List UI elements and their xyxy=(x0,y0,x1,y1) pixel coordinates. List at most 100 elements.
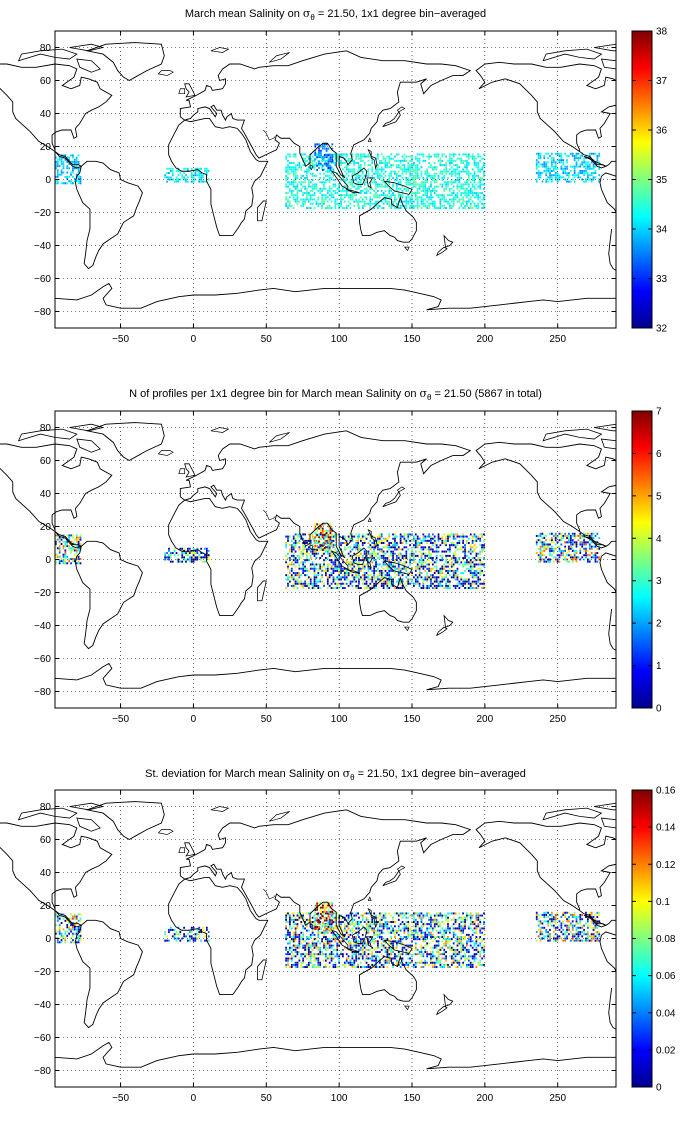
data-cell xyxy=(178,174,180,176)
data-cell xyxy=(298,164,300,166)
data-cell xyxy=(174,554,176,556)
data-cell xyxy=(70,549,72,551)
data-cell xyxy=(352,181,354,183)
data-cell xyxy=(289,917,291,919)
colorbar-tick-label: 35 xyxy=(656,175,668,186)
data-cell xyxy=(464,551,466,553)
data-cell xyxy=(64,543,66,545)
data-cell xyxy=(481,177,483,179)
data-cell xyxy=(426,536,428,538)
data-cell xyxy=(293,166,295,168)
data-cell xyxy=(336,203,338,205)
data-cell xyxy=(325,936,327,938)
data-cell xyxy=(352,927,354,929)
data-cell xyxy=(321,205,323,207)
data-cell xyxy=(555,533,557,535)
data-cell xyxy=(300,177,302,179)
data-cell xyxy=(426,194,428,196)
data-cell xyxy=(451,188,453,190)
data-cell xyxy=(568,537,570,539)
data-cell xyxy=(404,568,406,570)
data-cell xyxy=(185,559,187,561)
data-cell xyxy=(392,553,394,555)
data-cell xyxy=(327,192,329,194)
data-cell xyxy=(304,160,306,162)
data-cell xyxy=(297,203,299,205)
data-cell xyxy=(434,538,436,540)
data-cell xyxy=(424,198,426,200)
data-cell xyxy=(462,188,464,190)
data-cell xyxy=(344,966,346,968)
data-cell xyxy=(400,553,402,555)
data-cell xyxy=(460,578,462,580)
data-cell xyxy=(355,557,357,559)
data-cell xyxy=(327,957,329,959)
data-cell xyxy=(362,173,364,175)
data-cell xyxy=(295,930,297,932)
data-cell xyxy=(330,902,332,904)
data-cell xyxy=(464,563,466,565)
colorbar-tick-label: 5 xyxy=(656,491,662,502)
data-cell xyxy=(415,158,417,160)
data-cell xyxy=(472,177,474,179)
data-cell xyxy=(545,168,547,170)
data-cell xyxy=(430,536,432,538)
data-cell xyxy=(300,568,302,570)
data-cell xyxy=(297,572,299,574)
data-cell xyxy=(430,557,432,559)
data-cell xyxy=(358,578,360,580)
data-cell xyxy=(176,181,178,183)
data-cell xyxy=(587,174,589,176)
data-cell xyxy=(407,203,409,205)
data-cell xyxy=(578,153,580,155)
data-cell xyxy=(379,162,381,164)
data-cell xyxy=(443,578,445,580)
data-cell xyxy=(481,546,483,548)
data-cell xyxy=(383,568,385,570)
data-cell xyxy=(328,541,330,543)
data-cell xyxy=(170,927,172,929)
data-cell xyxy=(298,945,300,947)
data-cell xyxy=(390,553,392,555)
data-cell xyxy=(479,574,481,576)
data-cell xyxy=(377,568,379,570)
data-cell xyxy=(551,539,553,541)
data-cell xyxy=(402,190,404,192)
data-cell xyxy=(457,166,459,168)
data-cell xyxy=(346,561,348,563)
data-cell xyxy=(574,550,576,552)
data-cell xyxy=(441,568,443,570)
data-cell xyxy=(319,173,321,175)
data-cell xyxy=(479,171,481,173)
data-cell xyxy=(453,553,455,555)
data-cell xyxy=(383,168,385,170)
data-cell xyxy=(472,201,474,203)
data-cell xyxy=(295,153,297,155)
data-cell xyxy=(295,533,297,535)
data-cell xyxy=(295,927,297,929)
data-cell xyxy=(329,966,331,968)
data-cell xyxy=(474,587,476,589)
data-cell xyxy=(295,168,297,170)
data-cell xyxy=(396,555,398,557)
data-cell xyxy=(413,546,415,548)
data-cell xyxy=(481,548,483,550)
data-cell xyxy=(405,555,407,557)
data-cell xyxy=(308,533,310,535)
data-cell xyxy=(400,540,402,542)
data-cell xyxy=(547,181,549,183)
data-cell xyxy=(383,553,385,555)
data-cell xyxy=(297,966,299,968)
data-cell xyxy=(285,166,287,168)
data-cell xyxy=(426,201,428,203)
data-cell xyxy=(383,585,385,587)
data-cell xyxy=(381,536,383,538)
data-cell xyxy=(455,576,457,578)
data-cell xyxy=(392,542,394,544)
data-cell xyxy=(340,925,342,927)
data-cell xyxy=(350,181,352,183)
data-cell xyxy=(440,538,442,540)
data-cell xyxy=(434,585,436,587)
colorbar-tick-label: 36 xyxy=(656,126,668,137)
data-cell xyxy=(355,912,357,914)
